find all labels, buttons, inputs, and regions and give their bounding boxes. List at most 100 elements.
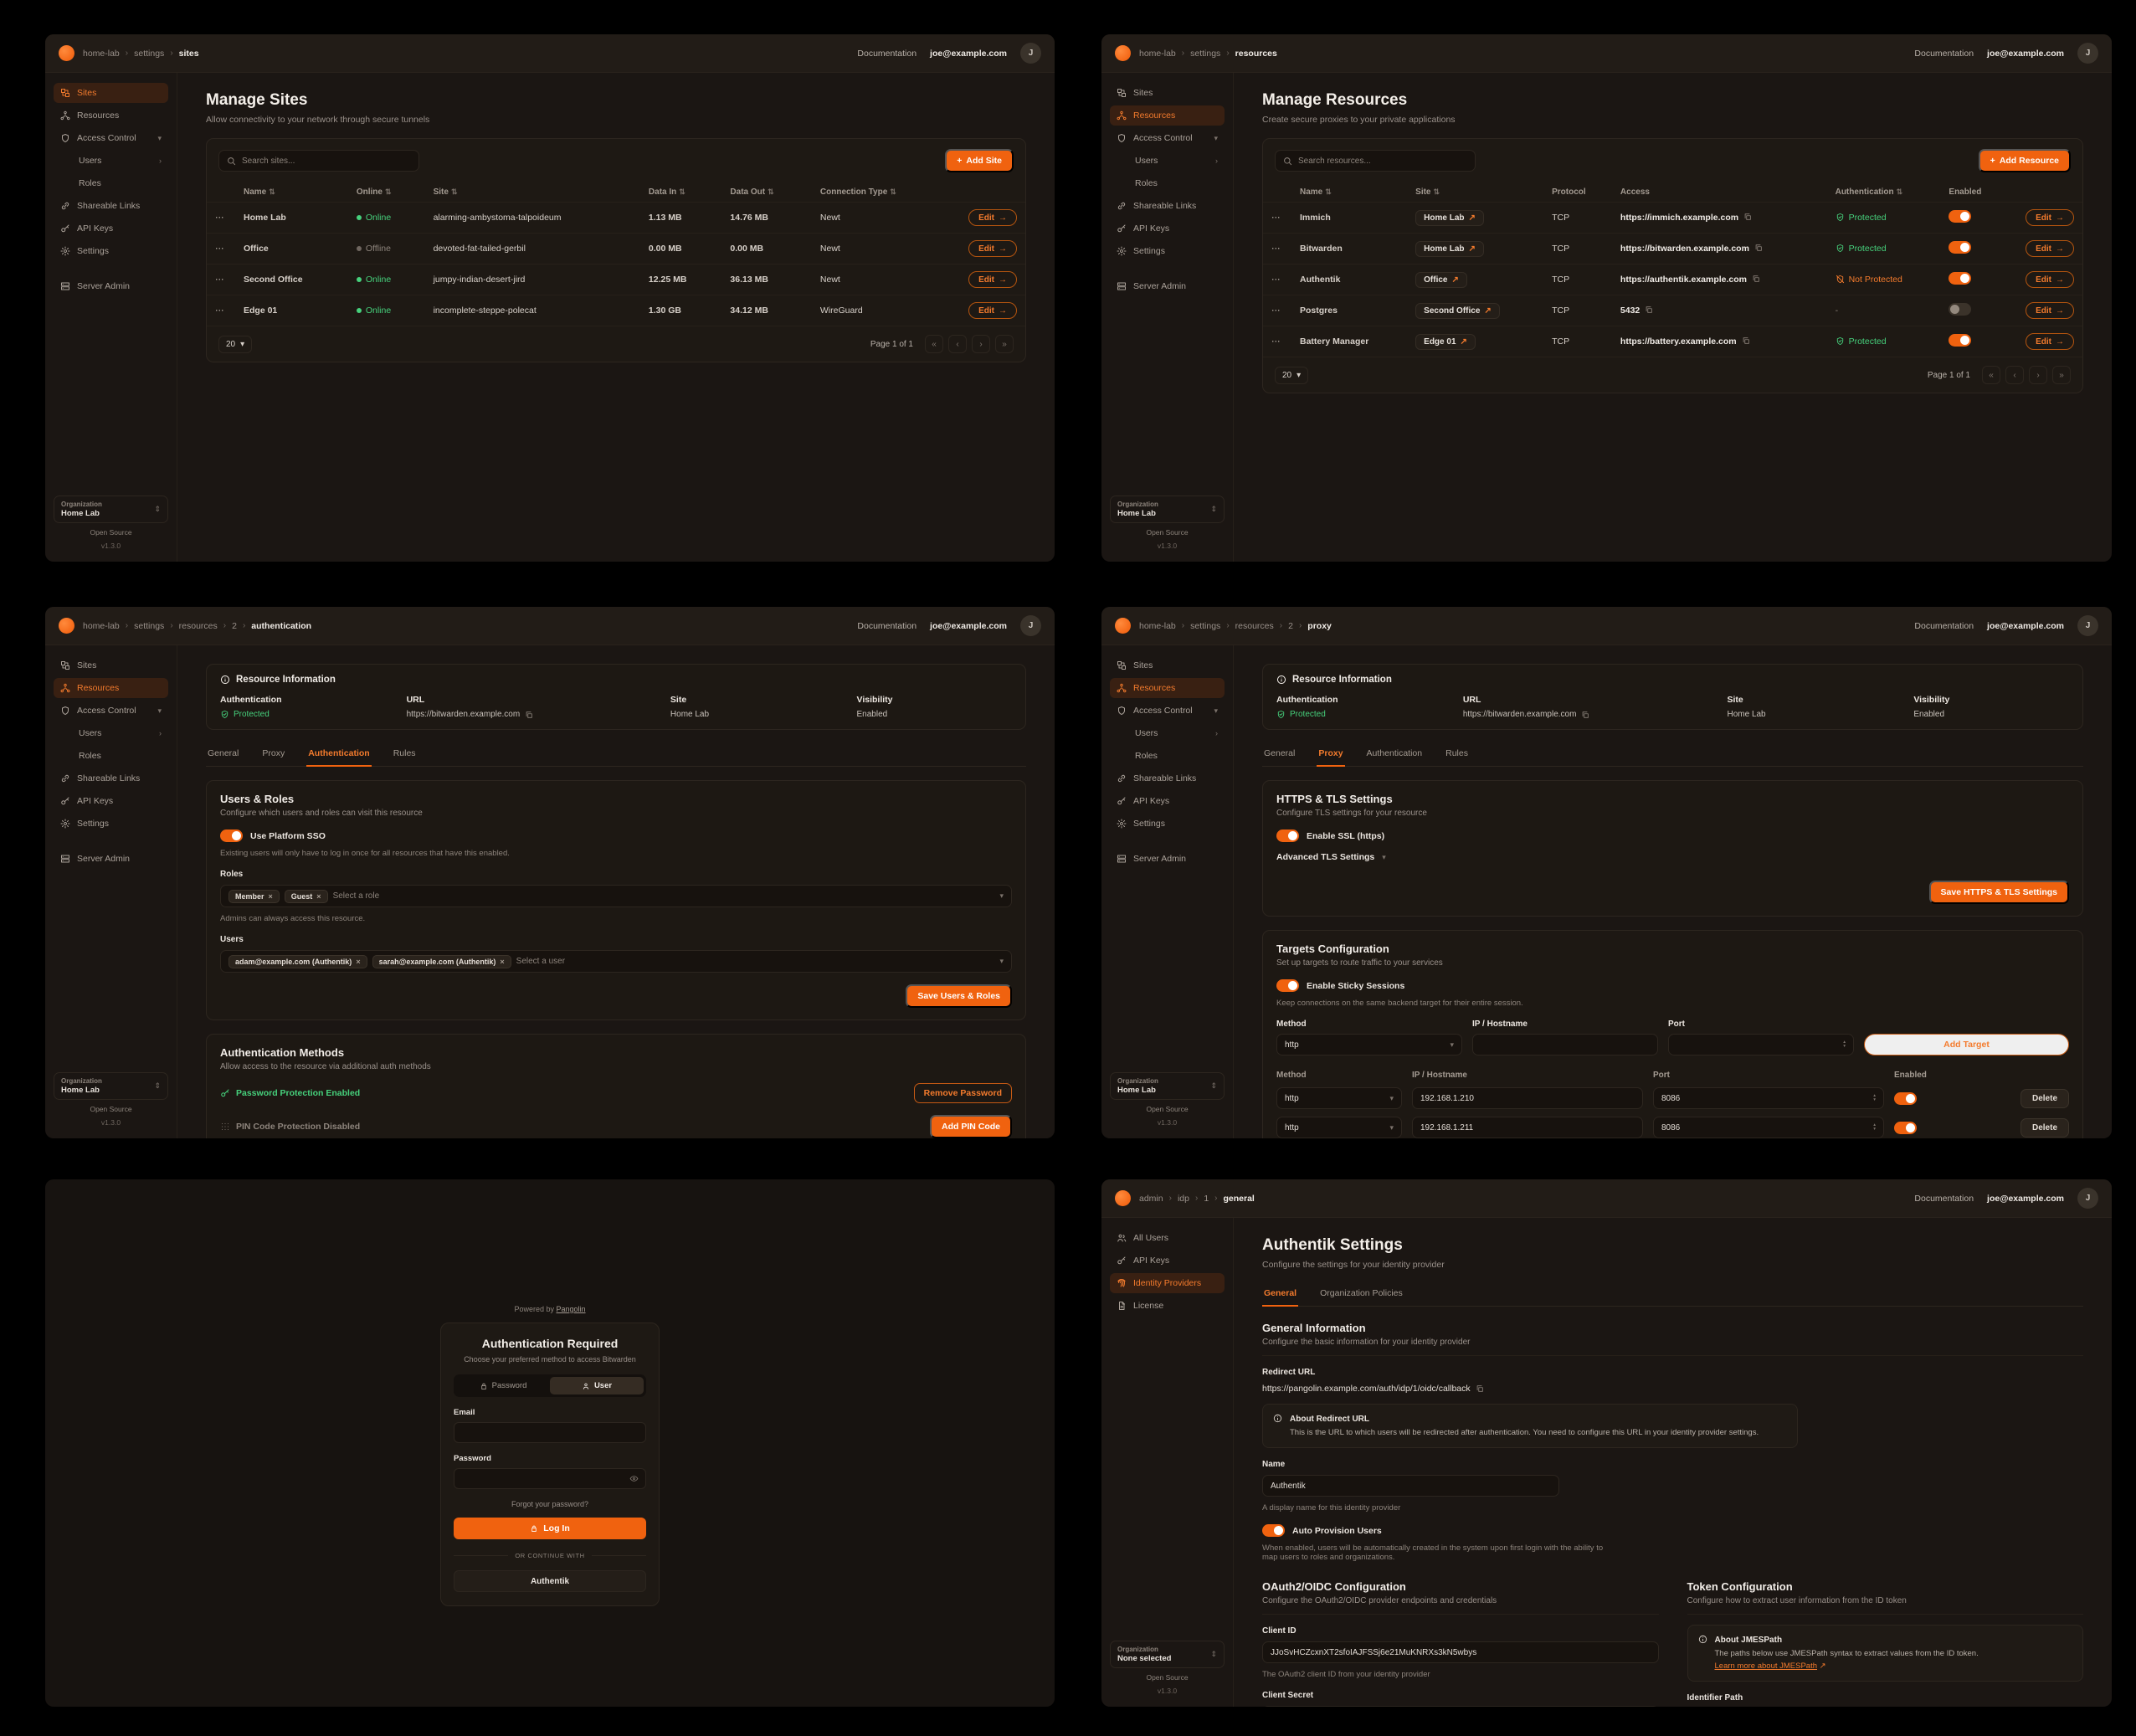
edit-button[interactable]: Edit →	[968, 240, 1017, 257]
tab-proxy[interactable]: Proxy	[1317, 742, 1345, 767]
ip-hostname-input[interactable]: 192.168.1.210	[1412, 1087, 1643, 1109]
open-source-link[interactable]: Open Source	[1146, 528, 1189, 537]
breadcrumb-item[interactable]: home-lab	[83, 48, 120, 59]
org-switcher[interactable]: Organization Home Lab ⇕	[54, 1072, 168, 1100]
table-row[interactable]: ⋯ Edge 01 Online incomplete-steppe-polec…	[207, 295, 1025, 326]
enabled-toggle[interactable]	[1949, 210, 1972, 223]
sidebar-item-access-control[interactable]: Access Control ▾	[54, 701, 168, 721]
open-source-link[interactable]: Open Source	[1146, 1105, 1189, 1113]
advanced-tls-expander[interactable]: Advanced TLS Settings	[1276, 852, 1375, 862]
documentation-link[interactable]: Documentation	[857, 48, 917, 59]
edit-button[interactable]: Edit →	[2026, 271, 2074, 288]
edit-button[interactable]: Edit →	[2026, 209, 2074, 226]
ip-hostname-input[interactable]: 192.168.1.211	[1412, 1117, 1643, 1138]
user-avatar[interactable]: J	[2077, 615, 2098, 636]
sidebar-item-api-keys[interactable]: API Keys	[1110, 218, 1225, 239]
table-row[interactable]: ⋯ Home Lab Online alarming-ambystoma-tal…	[207, 202, 1025, 234]
next-page-button[interactable]: ›	[2029, 366, 2047, 384]
site-link-button[interactable]: Second Office ↗	[1415, 302, 1500, 319]
tab-general[interactable]: General	[1264, 748, 1296, 758]
sidebar-item-shareable-links[interactable]: Shareable Links	[1110, 196, 1225, 216]
tab-rules[interactable]: Rules	[1445, 748, 1468, 758]
tab-general[interactable]: General	[1262, 1281, 1299, 1307]
enable-ssl-toggle[interactable]	[1276, 829, 1299, 842]
open-source-link[interactable]: Open Source	[90, 1105, 132, 1113]
documentation-link[interactable]: Documentation	[857, 620, 917, 631]
org-switcher[interactable]: Organization Home Lab ⇕	[54, 496, 168, 523]
close-icon[interactable]: ×	[500, 957, 505, 966]
site-link-button[interactable]: Office ↗	[1415, 271, 1467, 288]
col-site[interactable]: Site ⇅	[433, 187, 458, 197]
copy-icon[interactable]	[1476, 1384, 1484, 1393]
documentation-link[interactable]: Documentation	[1914, 1193, 1974, 1204]
user-avatar[interactable]: J	[1020, 43, 1041, 64]
sidebar-item-server-admin[interactable]: Server Admin	[54, 276, 168, 296]
sidebar-item-resources[interactable]: Resources	[1110, 678, 1225, 698]
enabled-toggle[interactable]	[1949, 303, 1972, 316]
page-size-select[interactable]: 20 ▾	[1275, 366, 1309, 384]
add-pin-code-button[interactable]: Add PIN Code	[930, 1115, 1012, 1138]
save-tls-button[interactable]: Save HTTPS & TLS Settings	[1928, 881, 2069, 904]
client-secret-input[interactable]: ••••••••••••••••••••••••••••••••••••••••…	[1262, 1706, 1659, 1707]
next-page-button[interactable]: ›	[972, 335, 990, 353]
port-input[interactable]: ▴ ▾	[1668, 1034, 1854, 1055]
breadcrumb-item[interactable]: resources	[178, 620, 218, 631]
sidebar-item-settings[interactable]: Settings	[54, 814, 168, 834]
sidebar-item-server-admin[interactable]: Server Admin	[1110, 276, 1225, 296]
add-target-button[interactable]: Add Target	[1864, 1034, 2069, 1055]
edit-button[interactable]: Edit →	[2026, 240, 2074, 257]
breadcrumb-item[interactable]: settings	[134, 620, 165, 631]
tab-authentication[interactable]: Authentication	[1366, 748, 1423, 758]
row-menu-button[interactable]: ⋯	[215, 213, 225, 223]
step-down-icon[interactable]: ▾	[1843, 1044, 1846, 1049]
row-menu-button[interactable]: ⋯	[1271, 336, 1281, 347]
password-field[interactable]	[454, 1468, 646, 1489]
search-input[interactable]: Search resources...	[1275, 150, 1476, 172]
sidebar-item-shareable-links[interactable]: Shareable Links	[54, 768, 168, 788]
email-field[interactable]	[454, 1422, 646, 1443]
name-input[interactable]: Authentik	[1262, 1475, 1559, 1497]
breadcrumb-item[interactable]: 1	[1204, 1193, 1209, 1204]
sticky-sessions-toggle[interactable]	[1276, 979, 1299, 992]
edit-button[interactable]: Edit →	[2026, 333, 2074, 350]
page-size-select[interactable]: 20 ▾	[218, 335, 253, 353]
sidebar-item-api-keys[interactable]: API Keys	[1110, 1251, 1225, 1271]
close-icon[interactable]: ×	[268, 891, 273, 901]
first-page-button[interactable]: «	[925, 335, 943, 353]
documentation-link[interactable]: Documentation	[1914, 620, 1974, 631]
site-link-button[interactable]: Home Lab ↗	[1415, 209, 1484, 226]
copy-icon[interactable]	[1581, 711, 1589, 719]
prev-page-button[interactable]: ‹	[2005, 366, 2024, 384]
breadcrumb-item[interactable]: 2	[1288, 620, 1293, 631]
sidebar-item-users[interactable]: Users ›	[54, 723, 168, 743]
sidebar-item-roles[interactable]: Roles	[1110, 746, 1225, 766]
target-enabled-toggle[interactable]	[1894, 1091, 1917, 1105]
sidebar-item-resources[interactable]: Resources	[54, 105, 168, 126]
sidebar-item-shareable-links[interactable]: Shareable Links	[1110, 768, 1225, 788]
sidebar-item-sites[interactable]: Sites	[1110, 655, 1225, 675]
breadcrumb-item[interactable]: settings	[1190, 620, 1221, 631]
sidebar-item-roles[interactable]: Roles	[54, 746, 168, 766]
sidebar-item-resources[interactable]: Resources	[54, 678, 168, 698]
sidebar-item-resources[interactable]: Resources	[1110, 105, 1225, 126]
breadcrumb-item[interactable]: admin	[1139, 1193, 1163, 1204]
client-id-input[interactable]: JJoSvHCZcxnXT2sfoIAJFSSj6e21MuKNRXs3kN5w…	[1262, 1641, 1659, 1664]
copy-icon[interactable]	[1754, 244, 1763, 252]
breadcrumb-item[interactable]: idp	[1177, 1193, 1189, 1204]
breadcrumb-item[interactable]: settings	[134, 48, 165, 59]
enabled-toggle[interactable]	[1949, 272, 1972, 285]
table-row[interactable]: ⋯ Second Office Online jumpy-indian-dese…	[207, 264, 1025, 295]
sidebar-item-license[interactable]: License	[1110, 1296, 1225, 1316]
sidebar-item-settings[interactable]: Settings	[54, 241, 168, 261]
step-up-icon[interactable]: ▴	[1873, 1122, 1876, 1127]
documentation-link[interactable]: Documentation	[1914, 48, 1974, 59]
tab-user[interactable]: User	[550, 1377, 644, 1394]
remove-password-button[interactable]: Remove Password	[913, 1083, 1012, 1103]
sidebar-item-sites[interactable]: Sites	[54, 655, 168, 675]
edit-button[interactable]: Edit →	[968, 209, 1017, 226]
login-button[interactable]: Log In	[454, 1518, 646, 1539]
col-name[interactable]: Name ⇅	[244, 187, 275, 197]
port-input[interactable]: 8086 ▴ ▾	[1653, 1117, 1884, 1138]
last-page-button[interactable]: »	[2052, 366, 2071, 384]
org-switcher[interactable]: Organization None selected ⇕	[1110, 1641, 1225, 1668]
